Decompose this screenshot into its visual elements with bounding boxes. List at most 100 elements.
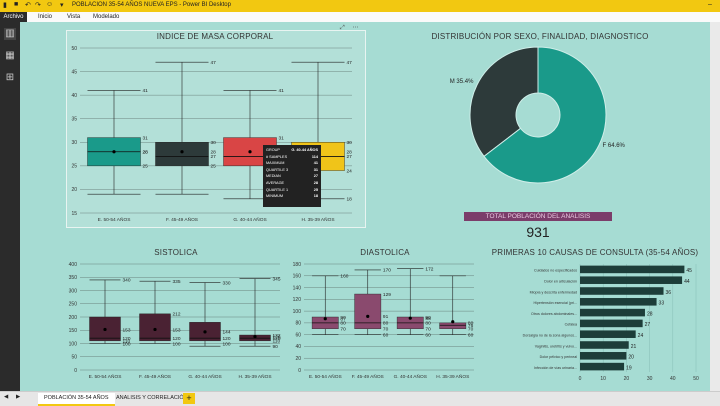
box-value-label: 90 [273,344,279,350]
x-tick-label: 50 [693,376,699,382]
y-tick-label: 50 [71,355,77,361]
bar [580,352,627,360]
y-tick-label: 0 [74,368,77,374]
menu-archivo[interactable]: Archivo [0,12,27,22]
undo-icon[interactable]: ↶ [25,2,31,9]
y-tick-label: 45 [71,69,77,75]
bar-category-label: Dolor en articulación [544,279,577,283]
box-value-label: 80 [383,321,389,327]
x-category-label: F. 45-49 AÑOS [139,373,171,380]
bar-category-label: Cefalea [565,323,577,327]
report-view-icon[interactable]: ▥ [4,28,16,40]
data-view-icon[interactable]: ▦ [5,50,15,61]
y-tick-label: 120 [293,297,302,303]
add-page-button[interactable]: + [183,393,195,404]
box-value-label: 335 [173,279,181,285]
title-bar: ▮ ■ ↶ ↷ ☺ ▾ POBLACION 35-54 AÑOS NUEVA E… [0,0,720,12]
x-category-label: G. 40-44 AÑOS [233,216,266,223]
x-category-label: E. 50-54 AÑOS [89,373,122,380]
quick-access-dropdown-icon[interactable]: ▾ [60,2,64,9]
menu-inicio[interactable]: Inicio [38,14,53,20]
bar-category-label: Miopía y descrita enfermedad [530,290,577,294]
focus-mode-icon[interactable]: ⤢ [340,25,345,31]
y-tick-label: 60 [295,332,301,338]
tooltip-row: GROUP G. 40-44 AÑOS [266,147,318,154]
redo-icon[interactable]: ↷ [35,2,41,9]
y-tick-label: 350 [69,275,78,281]
bar [580,287,664,295]
pie-slice-label: M 35.4% [450,79,474,85]
tooltip-value: 41 [313,161,318,166]
box-value-label: 110 [123,339,131,345]
tooltip-key: QUARTILE 3 [266,167,289,172]
y-tick-label: 20 [295,356,301,362]
box-mean-dot [366,314,370,319]
tab-scroll-right-icon[interactable]: ▶ [16,394,21,400]
box-value-label: 330 [223,280,231,286]
box-value-label: 100 [123,341,131,347]
box-value-label: 28 [211,150,217,156]
y-tick-label: 0 [298,368,301,374]
box-mean-dot [153,327,157,332]
bar-value-label: 24 [638,333,644,339]
bar-category-label: Dorsalgia no de la zona algunos... [523,333,577,337]
bar [580,298,657,306]
bar [580,265,685,274]
view-switcher: ▥ ▦ ⊞ [0,22,20,392]
tooltip-key: MAXIMUM [266,161,285,166]
tab-poblacion[interactable]: POBLACIÓN 35-54 AÑOS [38,393,115,406]
y-tick-label: 40 [71,93,77,99]
box-value-label: 80 [340,321,346,327]
total-population-label: TOTAL POBLACIÓN DEL ANALISIS [464,212,612,221]
more-options-icon[interactable]: ⋯ [352,25,359,31]
box-value-label: 60 [383,332,389,338]
x-category-label: F. 45-49 AÑOS [166,216,198,223]
box-value-label: 120 [223,336,231,342]
box-value-label: 172 [425,267,433,273]
box-value-label: 212 [173,312,181,318]
bar-value-label: 21 [631,344,637,350]
box-mean-dot [323,317,327,321]
pie-slice [469,46,539,158]
box-value-label: 31 [143,135,149,141]
y-tick-label: 100 [69,341,78,347]
box-value-label: 100 [223,341,231,347]
x-tick-label: 40 [670,376,676,382]
box-value-label: 90 [425,315,431,321]
x-category-label: H. 35-39 AÑOS [436,373,469,380]
box-value-label: 87 [340,317,346,323]
box-value-label: 28 [347,150,353,156]
tab-analisis[interactable]: ANALISIS Y CORRELACIÓN [116,395,188,401]
box-value-label: 144 [223,330,231,336]
box-value-label: 70 [425,327,431,333]
y-tick-label: 300 [69,288,78,294]
menu-modelado[interactable]: Modelado [93,14,120,20]
save-icon[interactable]: ■ [14,1,19,8]
tooltip-value: 31 [313,167,318,172]
box-mean-dot [103,327,107,332]
smiley-icon[interactable]: ☺ [46,1,54,8]
box-mean-dot [180,150,184,154]
y-tick-label: 100 [293,309,302,315]
bar-category-label: Otros dolores abdominales... [531,312,577,316]
relationships-view-icon[interactable]: ⊞ [5,72,15,83]
box-value-label: 90 [340,315,346,321]
powerbi-logo-icon: ▮ [3,2,7,9]
bar-category-label: Infección de vías urinaria... [534,366,577,370]
box-body [354,293,382,329]
bar-value-label: 19 [626,365,632,371]
tab-scroll-left-icon[interactable]: ◀ [4,394,9,400]
tooltip-row: QUARTILE 1 25 [266,187,318,194]
box-value-label: 80 [425,321,431,327]
box-value-label: 24 [347,168,353,174]
minimize-icon[interactable]: – [708,1,712,8]
bar [580,276,683,284]
box-value-label: 160 [340,274,348,280]
box-value-label: 60 [468,332,474,338]
menu-vista[interactable]: Vista [67,14,81,20]
x-tick-label: 20 [624,376,630,382]
tooltip-value: 18 [313,194,318,199]
tooltip-row: # SAMPLES 114 [266,154,318,161]
tooltip-value: G. 40-44 AÑOS [291,148,318,152]
